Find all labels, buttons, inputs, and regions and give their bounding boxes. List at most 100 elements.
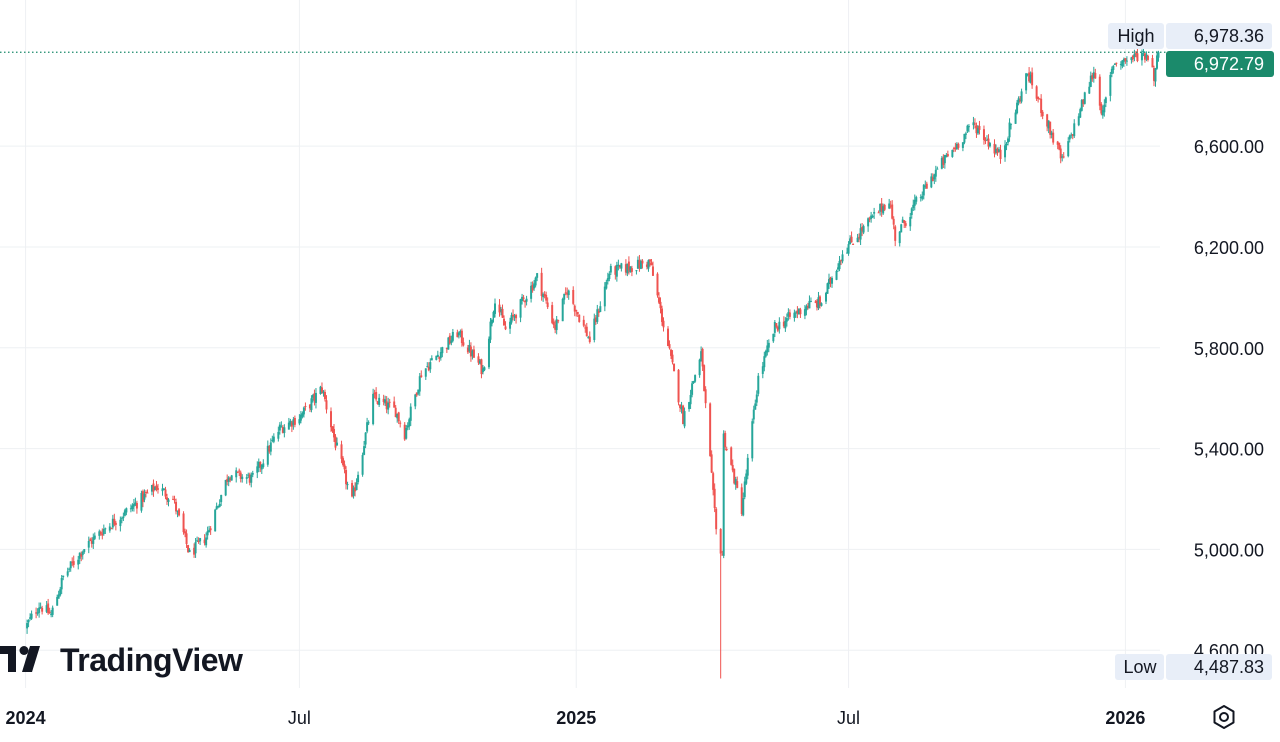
candle xyxy=(98,529,101,540)
candle-body xyxy=(220,494,223,503)
candle xyxy=(964,131,967,140)
candle-body xyxy=(575,309,578,312)
candle-body xyxy=(218,503,221,507)
candle-body xyxy=(824,293,827,302)
candle-body xyxy=(709,403,712,456)
candle-body xyxy=(841,254,844,262)
candle xyxy=(772,333,775,343)
candle-body xyxy=(999,149,1002,160)
candle xyxy=(1080,99,1083,112)
candle-body xyxy=(363,446,366,455)
candle-body xyxy=(256,466,259,473)
candle-body xyxy=(677,369,680,403)
candle-body xyxy=(89,539,92,542)
candle xyxy=(982,125,985,145)
candle xyxy=(849,235,852,245)
candle xyxy=(1113,62,1116,65)
candle-body xyxy=(45,605,48,612)
candle-body xyxy=(489,321,492,340)
candle-body xyxy=(462,342,465,346)
settings-gear-icon[interactable] xyxy=(1213,705,1235,729)
candle xyxy=(250,472,253,488)
candle-body xyxy=(597,310,600,313)
candle xyxy=(838,255,841,272)
candle-body xyxy=(1125,60,1128,62)
candle xyxy=(415,392,418,397)
candle-body xyxy=(424,368,427,377)
candle-body xyxy=(469,346,472,357)
candle xyxy=(314,388,317,409)
candle-body xyxy=(682,405,685,425)
candle-body xyxy=(975,125,978,134)
candle-body xyxy=(131,505,134,509)
candle xyxy=(343,460,346,474)
candle xyxy=(936,166,939,170)
candle xyxy=(657,292,660,304)
candle xyxy=(178,507,181,517)
candle-body xyxy=(329,411,332,428)
candle xyxy=(322,390,325,397)
candle-body xyxy=(457,332,460,336)
candle xyxy=(1104,96,1107,108)
candle xyxy=(715,507,718,535)
candle-body xyxy=(585,326,588,337)
candle-body xyxy=(593,318,596,340)
candle-body xyxy=(976,127,979,134)
candle xyxy=(1050,130,1053,139)
candle xyxy=(56,594,59,606)
candle xyxy=(1112,65,1115,74)
candle xyxy=(329,407,332,432)
candle xyxy=(963,133,966,145)
candle xyxy=(617,259,620,271)
candle xyxy=(36,608,39,616)
candle-body xyxy=(815,300,818,308)
candle xyxy=(214,508,217,532)
candle-body xyxy=(913,199,916,206)
candle xyxy=(1046,113,1049,132)
candle xyxy=(417,389,420,396)
high-badge: High 6,978.36 xyxy=(1108,23,1272,49)
candle xyxy=(480,358,483,379)
candle xyxy=(1154,67,1157,87)
candle xyxy=(193,543,196,558)
candle-body xyxy=(567,290,570,296)
tradingview-logo-text: TradingView xyxy=(60,642,243,678)
last-price-bg xyxy=(1166,51,1274,77)
candle-body xyxy=(323,392,326,400)
candle-body xyxy=(1115,62,1118,64)
tradingview-logo[interactable]: TradingView xyxy=(0,642,244,678)
candle xyxy=(557,319,560,324)
candle xyxy=(426,362,429,368)
candle xyxy=(630,265,633,277)
candle-body xyxy=(345,470,348,485)
candle-body xyxy=(978,125,981,130)
candle-body xyxy=(238,470,241,472)
candle xyxy=(775,322,778,329)
candle-body xyxy=(460,330,463,344)
candle xyxy=(336,437,339,446)
candle-body xyxy=(1140,53,1143,61)
candle-body xyxy=(552,321,555,325)
candle xyxy=(820,302,823,307)
candle-body xyxy=(451,331,454,341)
candle-body xyxy=(167,499,170,502)
candle-body xyxy=(1073,123,1076,137)
candle xyxy=(90,537,93,548)
candle-body xyxy=(930,176,933,188)
candle-body xyxy=(694,375,697,382)
candle xyxy=(1067,137,1070,158)
candle-body xyxy=(773,322,776,333)
y-tick-label: 6,200.00 xyxy=(1194,238,1264,258)
candle xyxy=(757,372,760,397)
candle-body xyxy=(92,537,95,544)
candle-body xyxy=(72,561,75,565)
candle-body xyxy=(478,360,481,364)
candle xyxy=(638,254,641,272)
candle-body xyxy=(615,264,618,277)
candle-body xyxy=(1016,102,1019,114)
candle xyxy=(351,480,354,498)
candle-body xyxy=(629,266,632,273)
candle xyxy=(978,120,981,135)
